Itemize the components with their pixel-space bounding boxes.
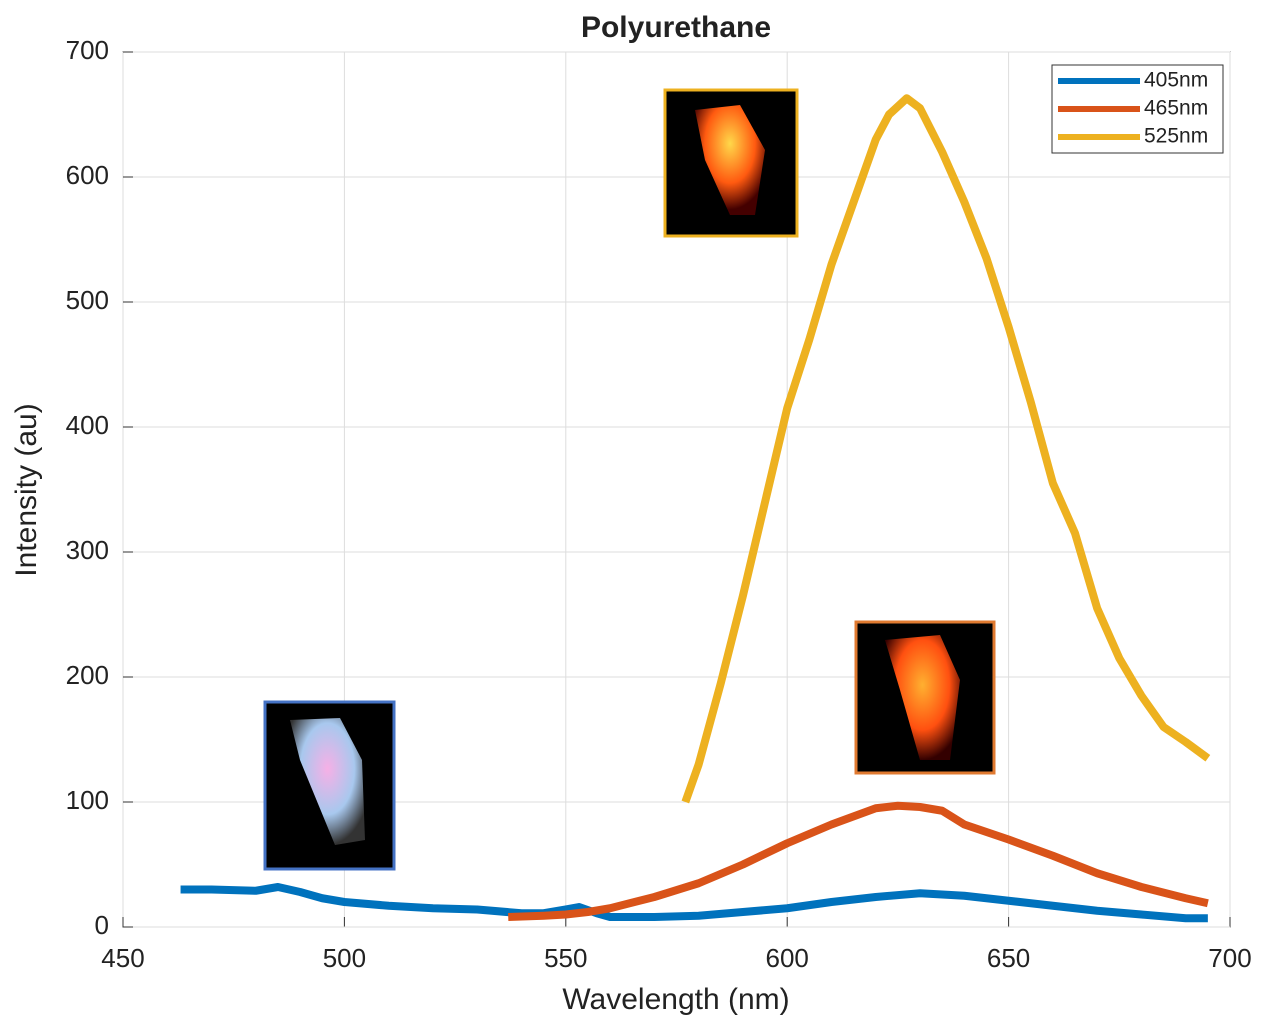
- chart-title: Polyurethane: [581, 11, 771, 44]
- inset-photo: [854, 620, 996, 775]
- legend-label: 525nm: [1144, 125, 1208, 148]
- x-tick-label: 700: [1208, 943, 1251, 973]
- legend-label: 465nm: [1144, 97, 1208, 120]
- data-line: [180, 883, 1208, 923]
- legend: 405nm 465nm 525nm: [1051, 64, 1224, 154]
- y-tick-label: 200: [66, 660, 109, 690]
- x-tick-label: 600: [766, 943, 809, 973]
- y-tick-label: 300: [66, 535, 109, 565]
- y-tick-label: 600: [66, 160, 109, 190]
- y-axis-label: Intensity (au): [10, 403, 43, 576]
- inset-photo: [663, 88, 799, 238]
- x-axis-label: Wavelength (nm): [562, 983, 789, 1016]
- y-tick-label: 700: [66, 35, 109, 65]
- legend-label: 405nm: [1144, 69, 1208, 92]
- inset-photo: [263, 700, 396, 871]
- y-tick-label: 0: [95, 910, 109, 940]
- y-tick-label: 100: [66, 785, 109, 815]
- data-line: [681, 94, 1211, 804]
- y-tick-label: 500: [66, 285, 109, 315]
- lines: [180, 94, 1211, 923]
- x-tick-label: 650: [987, 943, 1030, 973]
- x-tick-label: 450: [101, 943, 144, 973]
- y-tick-label: 400: [66, 410, 109, 440]
- x-tick-label: 500: [323, 943, 366, 973]
- x-tick-label: 550: [544, 943, 587, 973]
- data-line: [508, 801, 1209, 921]
